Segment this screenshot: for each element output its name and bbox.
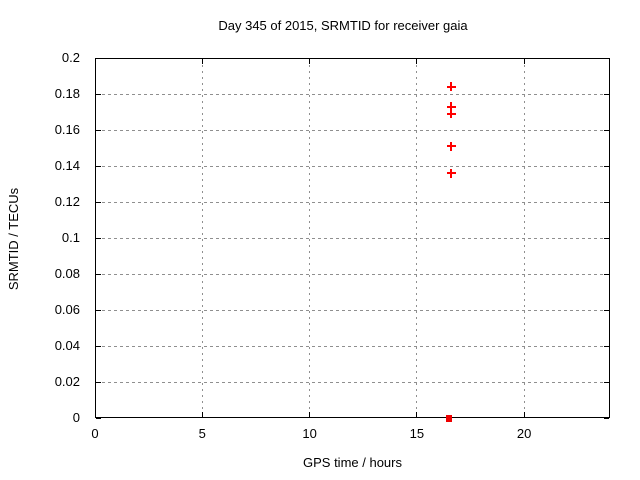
- y-tick-label: 0.14: [54, 158, 80, 173]
- y-tick-label: 0.1: [61, 230, 80, 245]
- y-tick-right: [604, 273, 609, 275]
- x-tick-top: [523, 59, 525, 64]
- y-gridline: [96, 165, 603, 167]
- y-tick-label: 0.08: [54, 266, 80, 281]
- y-tick-left: [96, 381, 101, 383]
- x-tick-top: [201, 59, 203, 64]
- y-tick-right: [604, 381, 609, 383]
- x-tick-bottom: [94, 412, 96, 417]
- x-tick-label: 10: [302, 426, 317, 441]
- data-point-plus: [446, 168, 456, 178]
- x-gridline: [309, 59, 311, 417]
- x-axis-label: GPS time / hours: [303, 455, 402, 470]
- y-tick-left: [96, 57, 101, 59]
- y-tick-label: 0: [72, 410, 80, 425]
- x-tick-bottom: [523, 412, 525, 417]
- x-tick-top: [94, 59, 96, 64]
- data-point-plus: [446, 102, 456, 112]
- y-tick-right: [604, 201, 609, 203]
- data-point-square: [446, 414, 453, 422]
- x-tick-label: 5: [198, 426, 206, 441]
- y-gridline: [96, 345, 603, 347]
- x-tick-bottom: [416, 412, 418, 417]
- y-tick-right: [604, 345, 609, 347]
- y-tick-left: [96, 273, 101, 275]
- x-tick-top: [309, 59, 311, 64]
- y-tick-label: 0.06: [54, 302, 80, 317]
- data-point-plus: [446, 141, 456, 151]
- x-tick-label: 20: [516, 426, 532, 441]
- y-tick-left: [96, 165, 101, 167]
- y-tick-label: 0.16: [54, 122, 80, 137]
- data-point-plus: [446, 82, 456, 92]
- y-tick-left: [96, 129, 101, 131]
- y-tick-right: [604, 309, 609, 311]
- x-tick-top: [416, 59, 418, 64]
- y-tick-left: [96, 345, 101, 347]
- y-gridline: [96, 273, 603, 275]
- chart-title: Day 345 of 2015, SRMTID for receiver gai…: [218, 18, 468, 33]
- y-tick-label: 0.2: [61, 50, 80, 65]
- y-tick-right: [604, 93, 609, 95]
- x-gridline: [523, 59, 525, 417]
- y-tick-right: [604, 417, 609, 419]
- data-point-plus: [446, 109, 456, 119]
- x-tick-label: 15: [409, 426, 425, 441]
- y-gridline: [96, 93, 603, 95]
- y-tick-right: [604, 165, 609, 167]
- y-gridline: [96, 381, 603, 383]
- y-gridline: [96, 129, 603, 131]
- x-tick-label: 0: [91, 426, 99, 441]
- y-gridline: [96, 237, 603, 239]
- y-tick-left: [96, 93, 101, 95]
- y-tick-right: [604, 129, 609, 131]
- y-tick-left: [96, 237, 101, 239]
- y-gridline: [96, 201, 603, 203]
- y-tick-left: [96, 417, 101, 419]
- y-tick-label: 0.18: [54, 86, 80, 101]
- y-tick-label: 0.12: [54, 194, 80, 209]
- y-tick-label: 0.04: [54, 338, 80, 353]
- y-gridline: [96, 309, 603, 311]
- y-tick-left: [96, 201, 101, 203]
- x-gridline: [416, 59, 418, 417]
- y-tick-label: 0.02: [54, 374, 80, 389]
- y-tick-right: [604, 57, 609, 59]
- x-gridline: [201, 59, 203, 417]
- y-tick-left: [96, 309, 101, 311]
- x-tick-bottom: [309, 412, 311, 417]
- y-tick-right: [604, 237, 609, 239]
- x-tick-bottom: [201, 412, 203, 417]
